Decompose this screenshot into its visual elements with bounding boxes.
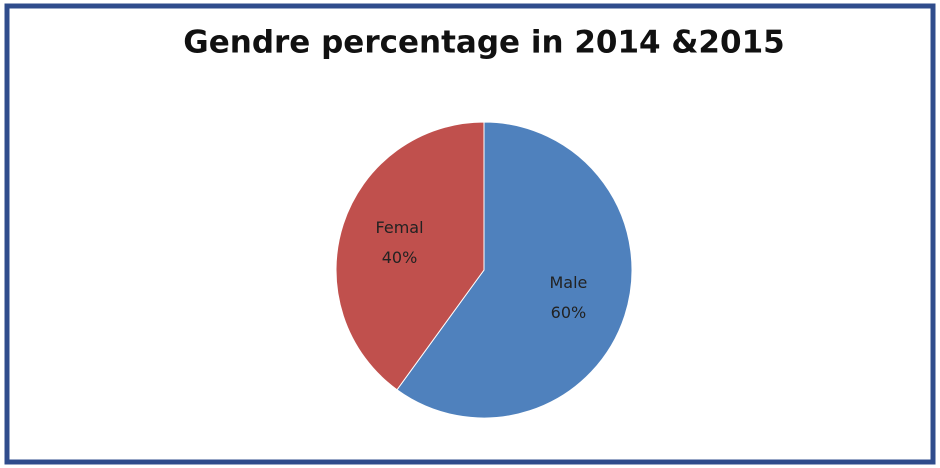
slice-category-label: Male <box>550 273 588 292</box>
chart-title: Gendre percentage in 2014 &2015 <box>183 25 784 61</box>
slice-value-label: 60% <box>551 303 587 322</box>
pie-slice <box>396 121 633 419</box>
pie-slice <box>335 121 485 391</box>
slice-category-label: Femal <box>376 218 424 237</box>
slice-value-label: 40% <box>382 248 418 267</box>
